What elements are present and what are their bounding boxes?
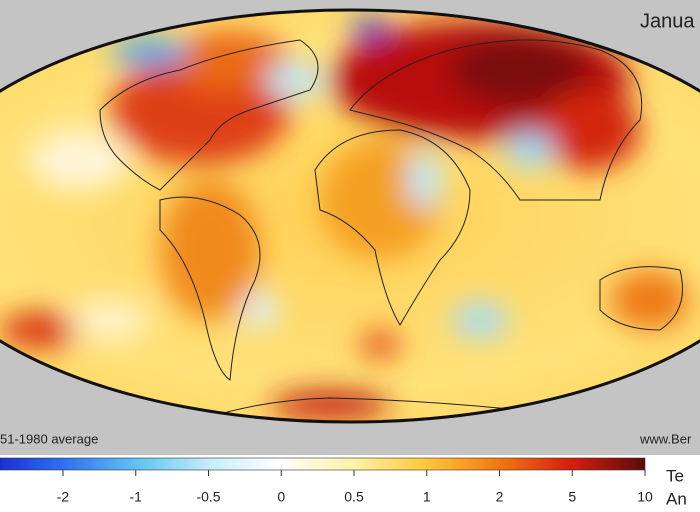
- source-url: www.Ber: [639, 431, 692, 446]
- colorbar-tick-label: 10: [637, 489, 653, 505]
- colorbar-tick-label: 0.5: [344, 489, 364, 505]
- legend-title-line: An: [666, 489, 687, 508]
- colorbar-tick-label: 2: [496, 489, 504, 505]
- colorbar: [0, 457, 646, 471]
- map-title: Janua: [640, 10, 695, 32]
- legend-title-line: Te: [666, 466, 684, 485]
- colorbar-ticks: -2 -1 -0.5 0 0.5 1 2 5 10: [57, 470, 653, 505]
- globe-outline: [0, 8, 700, 424]
- colorbar-tick-label: 5: [568, 489, 576, 505]
- colorbar-tick-label: -2: [57, 489, 70, 505]
- colorbar-tick-label: -1: [130, 489, 143, 505]
- colorbar-tick-label: -0.5: [196, 489, 220, 505]
- baseline-note: 51-1980 average: [0, 431, 98, 446]
- globe: [0, 10, 700, 422]
- colorbar-tick-label: 1: [423, 489, 431, 505]
- colorbar-tick-label: 0: [277, 489, 285, 505]
